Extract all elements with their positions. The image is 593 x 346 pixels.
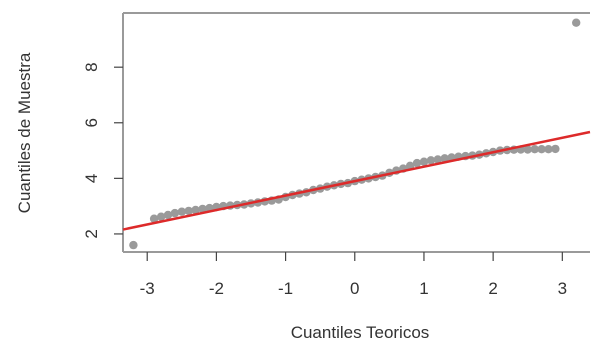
x-tick-label: -2 (209, 279, 224, 298)
y-tick-label: 2 (82, 229, 101, 238)
x-tick-label: -1 (278, 279, 293, 298)
x-tick-label: 1 (419, 279, 428, 298)
data-point (551, 144, 560, 154)
y-tick-label: 4 (82, 174, 101, 183)
data-point (419, 157, 429, 166)
data-point (149, 214, 159, 223)
x-tick-label: -3 (140, 279, 155, 298)
data-point (523, 145, 532, 154)
data-point (198, 204, 207, 214)
y-axis-title: Cuantiles de Muestra (15, 52, 34, 213)
data-point (156, 212, 166, 221)
x-tick-label: 2 (488, 279, 497, 298)
data-point (184, 206, 193, 216)
data-point (530, 145, 539, 154)
x-tick-label: 3 (558, 279, 567, 298)
x-axis-title: Cuantiles Teoricos (291, 323, 430, 342)
data-point (572, 18, 581, 27)
data-point (433, 155, 442, 164)
data-point (412, 158, 422, 168)
x-tick-label: 0 (350, 279, 359, 298)
y-tick-label: 6 (82, 118, 101, 127)
data-point (544, 145, 553, 154)
data-point (191, 205, 200, 215)
data-point (163, 210, 173, 220)
reference-line (122, 130, 591, 231)
data-point (129, 240, 138, 250)
data-point (440, 154, 449, 163)
y-tick-label: 8 (82, 62, 101, 71)
data-point (426, 156, 436, 165)
data-point (177, 207, 186, 216)
data-point (170, 208, 180, 218)
data-point (537, 145, 546, 154)
